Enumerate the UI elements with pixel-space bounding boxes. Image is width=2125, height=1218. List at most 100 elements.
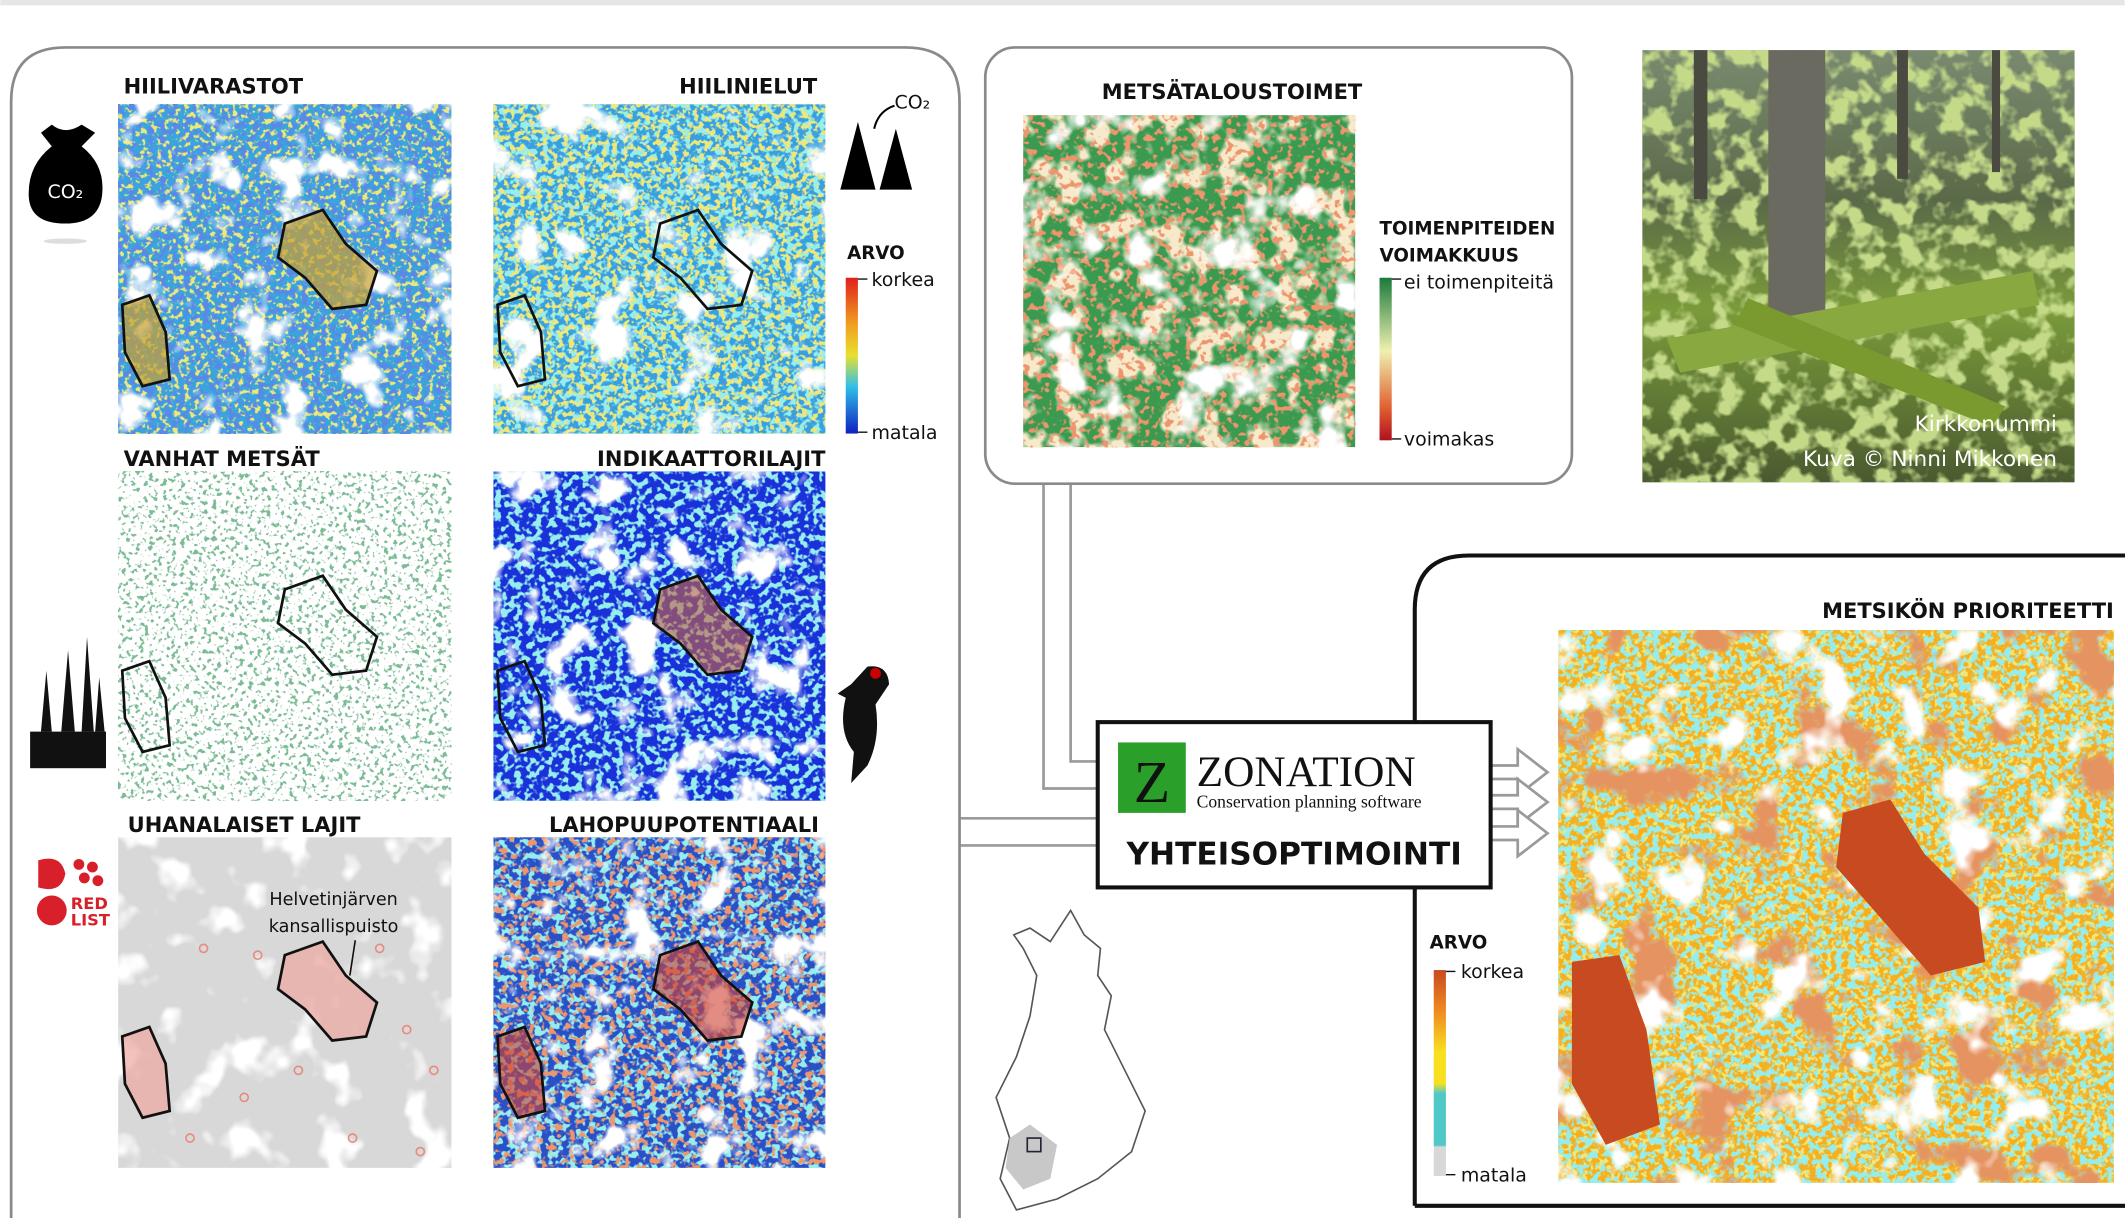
shape <box>493 471 826 801</box>
shape <box>198 943 209 954</box>
shape <box>118 837 452 1168</box>
legend-label: ei toimenpiteitä <box>1404 272 1554 294</box>
zonation-tagline: Conservation planning software <box>1197 791 1422 811</box>
annotation-line <box>349 940 357 976</box>
shape <box>36 895 67 926</box>
map-forestry <box>1023 115 1356 448</box>
shape <box>185 1133 195 1143</box>
shape <box>1897 50 1908 179</box>
legend-tick <box>1391 278 1402 440</box>
shape <box>40 636 105 732</box>
annotation: Helvetinjärven <box>269 890 398 910</box>
shape <box>651 574 754 677</box>
map-priority <box>1558 630 2114 1183</box>
panel-title: HIILIVARASTOT <box>124 74 304 98</box>
legend-bar <box>845 277 858 434</box>
legend-tick <box>857 278 868 433</box>
red-list-icon: RED LIST <box>36 858 110 929</box>
shape <box>496 659 547 754</box>
zonation-logo-letter: Z <box>1134 749 1170 815</box>
shape <box>1005 1124 1058 1190</box>
shape <box>1571 799 1986 1145</box>
shape <box>120 208 379 388</box>
icon-label: LIST <box>71 910 110 929</box>
woodpecker-icon <box>837 666 890 784</box>
shape <box>1489 746 1550 799</box>
result-panel <box>1412 553 2125 1206</box>
shape <box>493 837 826 1168</box>
shape <box>252 950 263 961</box>
shape <box>493 104 826 434</box>
shape <box>1489 776 1550 828</box>
map-threatened-species: Helvetinjärven kansallispuisto <box>118 837 452 1168</box>
legend-label: voimakas <box>1404 429 1494 451</box>
legend-label: korkea <box>1461 961 1524 983</box>
shape <box>43 238 88 244</box>
map-deadwood <box>493 837 826 1168</box>
panel-title: HIILINIELUT <box>679 74 818 98</box>
shape <box>496 939 754 1120</box>
shape <box>1042 483 1098 790</box>
shape <box>120 939 379 1120</box>
left-panel <box>9 46 961 1218</box>
co2-bag-icon: CO₂ <box>28 124 103 244</box>
shape <box>87 861 98 873</box>
icon-label: CO₂ <box>895 91 931 113</box>
forestry-panel <box>983 46 1574 486</box>
shape <box>1991 50 2001 173</box>
legend-title: VOIMAKKUUS <box>1380 245 1519 266</box>
shape <box>879 128 913 190</box>
legend-title: TOIMENPITEIDEN <box>1380 218 1556 239</box>
shape <box>1734 298 2006 427</box>
trees-icon: CO₂ <box>840 91 931 190</box>
legend-title: ARVO <box>1430 932 1488 953</box>
photo-caption: Kuva © Ninni Mikkonen <box>1803 447 2057 472</box>
shape <box>401 1024 412 1035</box>
shape <box>118 104 452 434</box>
zonation-name: ZONATION <box>1197 748 1416 796</box>
legend-title: ARVO <box>847 243 905 264</box>
shape <box>120 574 379 754</box>
top-bar <box>0 0 2125 6</box>
shape <box>1023 115 1356 448</box>
shape <box>374 943 385 954</box>
map-carbon-sink <box>493 104 826 434</box>
shape <box>1069 483 1098 763</box>
forest-silhouette-icon <box>30 636 106 769</box>
panel-title: METSÄTALOUSTOIMET <box>1102 79 1363 104</box>
panel-title: VANHAT METSÄT <box>124 446 321 471</box>
legend-bar <box>1433 970 1446 1176</box>
annotation: kansallispuisto <box>269 917 399 937</box>
shape <box>1693 50 1708 200</box>
shape <box>38 858 66 890</box>
shape <box>873 104 895 129</box>
shape <box>293 1065 304 1076</box>
photo-caption: Kirkkonummi <box>1915 412 2057 437</box>
legend-tick <box>1445 970 1456 1176</box>
shape <box>347 1133 358 1143</box>
shape <box>837 666 890 784</box>
finland-map <box>995 908 1147 1211</box>
zonation-logo <box>1118 742 1186 813</box>
arrows <box>1489 746 1550 860</box>
shape <box>118 471 452 801</box>
map-old-forests <box>118 471 452 801</box>
forest-photo: Kirkkonummi Kuva © Ninni Mikkonen <box>1642 50 2075 483</box>
map-carbon-stock <box>118 104 452 434</box>
shape <box>840 121 876 190</box>
map-indicator-species <box>493 471 826 801</box>
legend-label: korkea <box>871 269 934 291</box>
shape <box>78 872 90 884</box>
panel-title: UHANALAISET LAJIT <box>128 813 362 837</box>
legend-label: matala <box>871 422 937 444</box>
shape <box>1768 50 1826 335</box>
legend-bar <box>1379 277 1392 441</box>
shape <box>28 124 103 224</box>
shape <box>870 667 881 679</box>
panel-title: INDIKAATTORILAJIT <box>597 447 826 471</box>
shape <box>1666 270 2040 373</box>
zonation-label: YHTEISOPTIMOINTI <box>1125 836 1461 872</box>
